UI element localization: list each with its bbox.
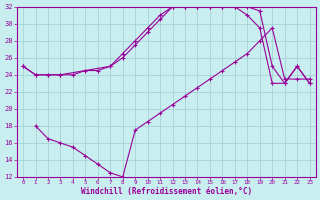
X-axis label: Windchill (Refroidissement éolien,°C): Windchill (Refroidissement éolien,°C): [81, 187, 252, 196]
